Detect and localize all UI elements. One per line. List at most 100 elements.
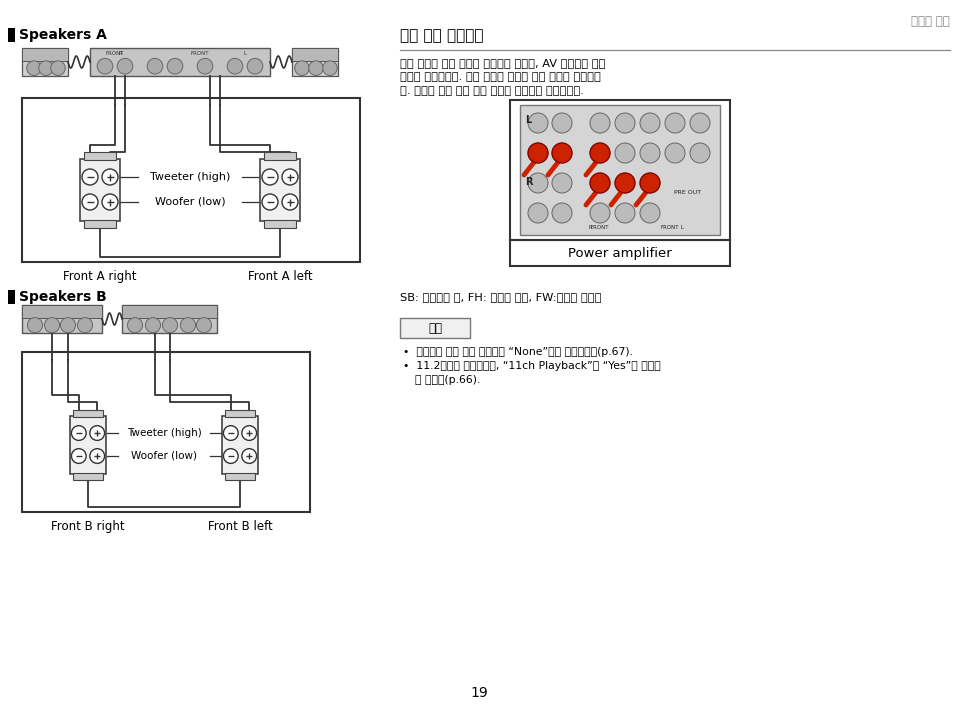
Text: R: R [525, 177, 532, 187]
Bar [510, 100, 730, 240]
Circle shape [615, 113, 635, 133]
Text: L: L [681, 225, 684, 230]
Circle shape [282, 169, 298, 185]
Circle shape [97, 58, 113, 74]
Circle shape [71, 449, 86, 464]
Circle shape [552, 203, 572, 223]
Circle shape [38, 61, 54, 75]
Text: L: L [244, 51, 246, 56]
Circle shape [552, 113, 572, 133]
Text: 보다 강력한 파워 앰프를 사용하고 싶다면, AV 리시버를 프리: 보다 강력한 파워 앰프를 사용하고 싶다면, AV 리시버를 프리 [400, 58, 605, 68]
Circle shape [528, 173, 548, 193]
Circle shape [71, 426, 86, 440]
Circle shape [640, 203, 660, 223]
Bar [510, 240, 730, 266]
Text: •  11.2채널로 재생하려면, “11ch Playback”을 “Yes”로 셋팅해: • 11.2채널로 재생하려면, “11ch Playback”을 “Yes”로… [403, 361, 661, 371]
Circle shape [197, 317, 212, 333]
Bar [122, 305, 217, 333]
Circle shape [590, 203, 610, 223]
Text: Tweeter (high): Tweeter (high) [150, 172, 230, 182]
Circle shape [528, 143, 548, 163]
Text: FRONT: FRONT [105, 51, 125, 56]
Text: 야 합니다(p.66).: 야 합니다(p.66). [415, 375, 480, 385]
Circle shape [590, 173, 610, 193]
Bar [22, 305, 102, 333]
Bar [22, 352, 310, 512]
Text: •  출력으로 쓰지 않을 채널들은 “None”으로 설정합니다(p.67).: • 출력으로 쓰지 않을 채널들은 “None”으로 설정합니다(p.67). [403, 347, 633, 357]
Circle shape [162, 317, 177, 333]
Circle shape [552, 143, 572, 163]
Circle shape [690, 143, 710, 163]
Bar [22, 305, 102, 317]
Circle shape [294, 61, 310, 75]
Circle shape [615, 143, 635, 163]
Text: R: R [588, 225, 592, 230]
Circle shape [323, 61, 338, 75]
Circle shape [262, 169, 278, 185]
Circle shape [528, 143, 548, 163]
Text: 19: 19 [470, 686, 488, 700]
Circle shape [167, 58, 183, 74]
Text: Speakers A: Speakers A [19, 28, 106, 42]
Text: Power amplifier: Power amplifier [568, 246, 672, 259]
Bar [84, 152, 116, 160]
Circle shape [665, 143, 685, 163]
Text: FRONT: FRONT [661, 225, 679, 230]
Circle shape [528, 203, 548, 223]
Text: R: R [118, 51, 122, 56]
Circle shape [282, 194, 298, 210]
Circle shape [262, 194, 278, 210]
Circle shape [78, 317, 93, 333]
Circle shape [128, 317, 143, 333]
Bar [84, 220, 116, 228]
Circle shape [242, 449, 257, 464]
Bar [73, 473, 103, 480]
Circle shape [82, 169, 98, 185]
Circle shape [552, 173, 572, 193]
Circle shape [665, 113, 685, 133]
Text: PRE OUT: PRE OUT [674, 190, 702, 195]
Text: Front B right: Front B right [51, 520, 125, 533]
Text: 파워 앰프 연결하기: 파워 앰프 연결하기 [400, 28, 483, 43]
Circle shape [102, 169, 118, 185]
Circle shape [640, 113, 660, 133]
Circle shape [309, 61, 323, 75]
Circle shape [60, 317, 76, 333]
Bar [70, 417, 106, 474]
Text: FRONT: FRONT [191, 51, 209, 56]
Bar [292, 48, 338, 60]
Circle shape [82, 194, 98, 210]
Text: 기기의 연결: 기기의 연결 [911, 15, 950, 28]
Circle shape [640, 173, 660, 193]
Text: Woofer (low): Woofer (low) [154, 197, 225, 207]
Text: 앰프로 사용하세요. 모든 스피커 출력을 파워 앰프에 연결하세: 앰프로 사용하세요. 모든 스피커 출력을 파워 앰프에 연결하세 [400, 72, 601, 82]
Circle shape [102, 194, 118, 210]
Bar [264, 220, 296, 228]
Text: Woofer (low): Woofer (low) [131, 451, 197, 461]
Bar [8, 290, 15, 304]
Bar [292, 48, 338, 76]
Circle shape [146, 317, 160, 333]
Circle shape [227, 58, 243, 74]
Circle shape [147, 58, 163, 74]
Bar [225, 410, 255, 417]
Circle shape [615, 173, 635, 193]
Circle shape [223, 426, 238, 440]
Bar [264, 152, 296, 160]
Circle shape [198, 58, 213, 74]
Circle shape [590, 113, 610, 133]
Circle shape [51, 61, 65, 75]
Circle shape [223, 449, 238, 464]
Circle shape [615, 203, 635, 223]
Text: 주의: 주의 [428, 322, 442, 334]
Circle shape [90, 449, 105, 464]
Text: 요. 자세한 것은 해당 파워 앰프의 매뉴얼을 참고하세요.: 요. 자세한 것은 해당 파워 앰프의 매뉴얼을 참고하세요. [400, 86, 584, 96]
Bar [400, 318, 470, 338]
Circle shape [117, 58, 133, 74]
Circle shape [640, 143, 660, 163]
Bar [225, 473, 255, 480]
Bar [22, 48, 68, 76]
Circle shape [28, 317, 42, 333]
Bar [8, 28, 15, 42]
Circle shape [615, 173, 635, 193]
